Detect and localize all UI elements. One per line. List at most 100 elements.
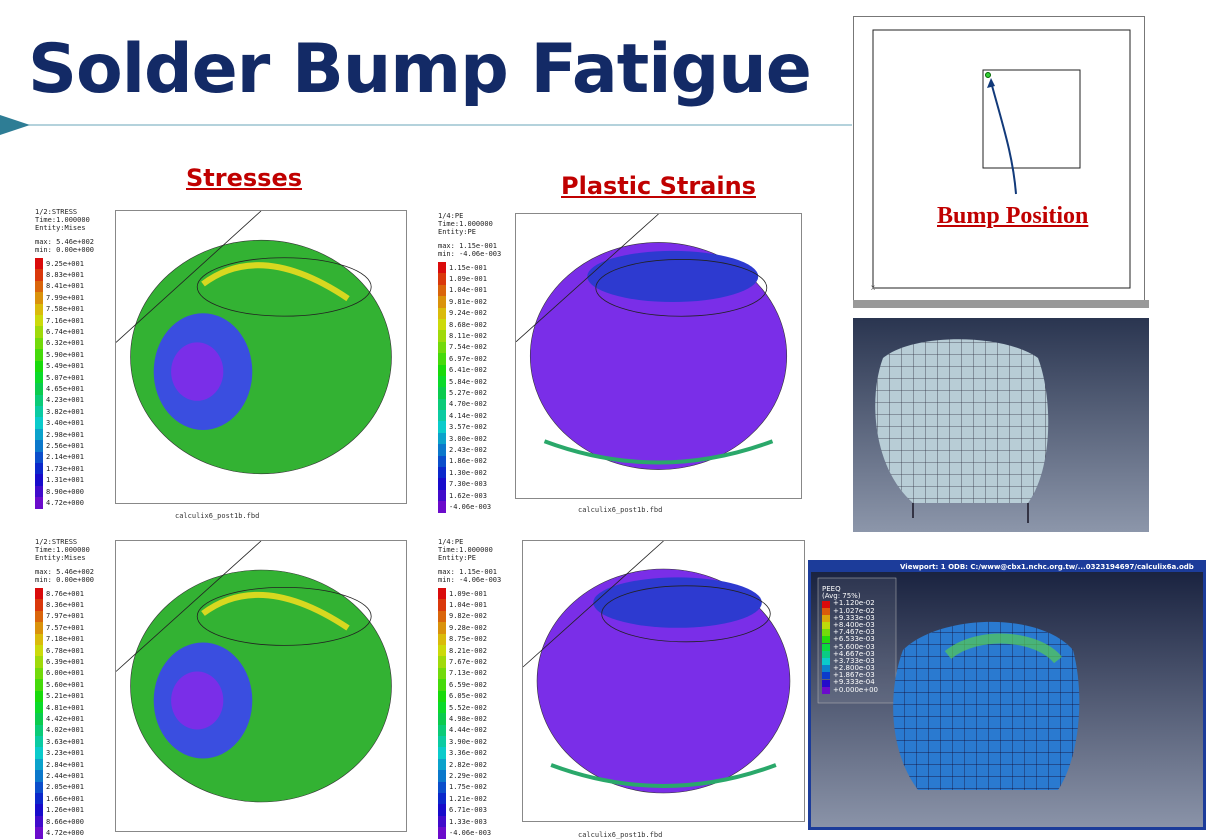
legend-row: 4.98e-002: [438, 713, 501, 725]
legend-swatch: [438, 318, 446, 331]
legend-swatch: [35, 394, 43, 407]
legend-label: 3.40e+001: [46, 419, 84, 428]
legend-row: 3.82e+001: [35, 406, 94, 418]
legend-label: 1.21e-002: [449, 794, 487, 803]
legend-row: 5.07e+001: [35, 371, 94, 384]
legend-swatch: [35, 406, 43, 418]
legend-row: 6.41e-002: [438, 364, 501, 376]
legend-swatch: [35, 326, 43, 338]
legend-row: 2.56e+001: [35, 440, 94, 452]
legend-header: Entity:PE: [438, 554, 476, 562]
legend-label: +3.733e-03: [833, 656, 875, 665]
legend-swatch: [35, 633, 43, 645]
legend-label: 4.23e+001: [46, 396, 84, 405]
legend-swatch: [438, 284, 446, 297]
legend-row: 3.40e+001: [35, 417, 94, 429]
legend-label: 5.07e+001: [46, 373, 84, 382]
legend-swatch: [438, 341, 446, 354]
legend-label: 7.54e-002: [449, 343, 487, 352]
legend-label: 8.21e-002: [449, 646, 487, 655]
legend-swatch: [35, 474, 43, 486]
contour-plot: [115, 540, 392, 803]
legend-label: 7.16e+001: [46, 316, 84, 325]
legend-row: 4.02e+001: [35, 724, 94, 737]
legend-row: 5.21e+001: [35, 690, 94, 702]
legend-header: min: -4.06e-003: [438, 250, 502, 258]
legend-swatch: [35, 804, 43, 816]
legend-swatch: [35, 781, 43, 794]
title-rule: [0, 115, 852, 135]
legend-label: 9.82e-002: [449, 612, 487, 621]
legend-label: 7.67e-002: [449, 658, 487, 667]
legend-swatch: [438, 656, 446, 668]
legend-row: 7.97e+001: [35, 610, 94, 623]
legend-swatch: [438, 667, 446, 680]
legend-swatch: [438, 758, 446, 771]
legend-swatch: [438, 781, 446, 794]
legend-label: 2.14e+001: [46, 453, 84, 462]
legend-label: 6.05e-002: [449, 692, 487, 701]
legend-swatch: [35, 314, 43, 327]
viewport-caption: Viewport: 1 ODB: C:/www@cbx1.nchc.org.tw…: [900, 563, 1194, 571]
legend-swatch: [35, 701, 43, 714]
legend-row: 2.43e-002: [438, 444, 501, 456]
legend-swatch: [35, 656, 43, 668]
legend-swatch: [438, 588, 446, 600]
legend-label: 1.26e+001: [46, 806, 84, 815]
legend-swatch: [35, 360, 43, 372]
legend-row: 3.63e+001: [35, 736, 94, 748]
legend-label: 2.44e+001: [46, 771, 84, 780]
legend-label: 1.66e+001: [46, 794, 84, 803]
legend-label: 4.72e+000: [46, 498, 84, 507]
contour-plot: [115, 210, 392, 475]
legend-row: 1.73e+001: [35, 463, 94, 475]
slide-title: Solder Bump Fatigue: [28, 30, 812, 109]
legend-label: 7.57e+001: [46, 623, 84, 632]
legend-row: +1.027e-02: [822, 607, 878, 615]
legend-header: 1/4:PE: [438, 212, 464, 220]
file-name: calculix6_post1b.fbd: [578, 831, 663, 839]
legend: 1/2:STRESS Time:1.000000 Entity:Mises max: …: [35, 208, 94, 509]
legend-row: 7.57e+001: [35, 622, 94, 634]
legend-swatch: [35, 383, 43, 395]
shape: [201, 262, 350, 302]
contour-plot: [515, 213, 788, 470]
legend-header: Entity:Mises: [35, 554, 86, 562]
legend-swatch: [35, 337, 43, 350]
legend-swatch: [822, 672, 830, 680]
legend-label: 8.76e+001: [46, 589, 84, 598]
legend-header: min: 0.00e+000: [35, 246, 95, 254]
legend-swatch: [35, 724, 43, 737]
legend-label: 5.21e+001: [46, 692, 84, 701]
legend-swatch: [438, 387, 446, 399]
legend-swatch: [438, 622, 446, 634]
legend-swatch: [438, 713, 446, 725]
shape: [201, 591, 350, 631]
plot-box: [115, 210, 407, 504]
legend-swatch: [822, 665, 830, 673]
legend-label: +4.667e-03: [833, 649, 875, 658]
legend-row: 8.11e-002: [438, 330, 501, 342]
legend-row: 4.23e+001: [35, 394, 94, 407]
legend-row: 4.42e+001: [35, 713, 94, 725]
legend-swatch: [438, 679, 446, 691]
legend-label: 4.44e-002: [449, 726, 487, 735]
legend-swatch: [35, 440, 43, 452]
legend-row: 1.75e-002: [438, 781, 501, 794]
legend-label: 1.86e-002: [449, 457, 487, 466]
shape: [587, 250, 759, 303]
legend-row: 1.66e+001: [35, 793, 94, 805]
legend-label: 1.73e+001: [46, 464, 84, 473]
legend-swatch: [438, 770, 446, 782]
legend-swatch: [438, 262, 446, 274]
legend-swatch: [35, 485, 43, 498]
legend-label: 1.09e-001: [449, 275, 487, 284]
legend-swatch: [35, 269, 43, 281]
legend-row: 7.13e-002: [438, 667, 501, 680]
legend-row: 6.97e-002: [438, 353, 501, 365]
legend-row: 1.62e-003: [438, 489, 501, 502]
legend-row: -4.06e-003: [438, 501, 501, 513]
legend-row: 5.84e-002: [438, 375, 501, 388]
legend-row: 5.90e+001: [35, 349, 94, 361]
legend-row: 7.58e+001: [35, 303, 94, 315]
